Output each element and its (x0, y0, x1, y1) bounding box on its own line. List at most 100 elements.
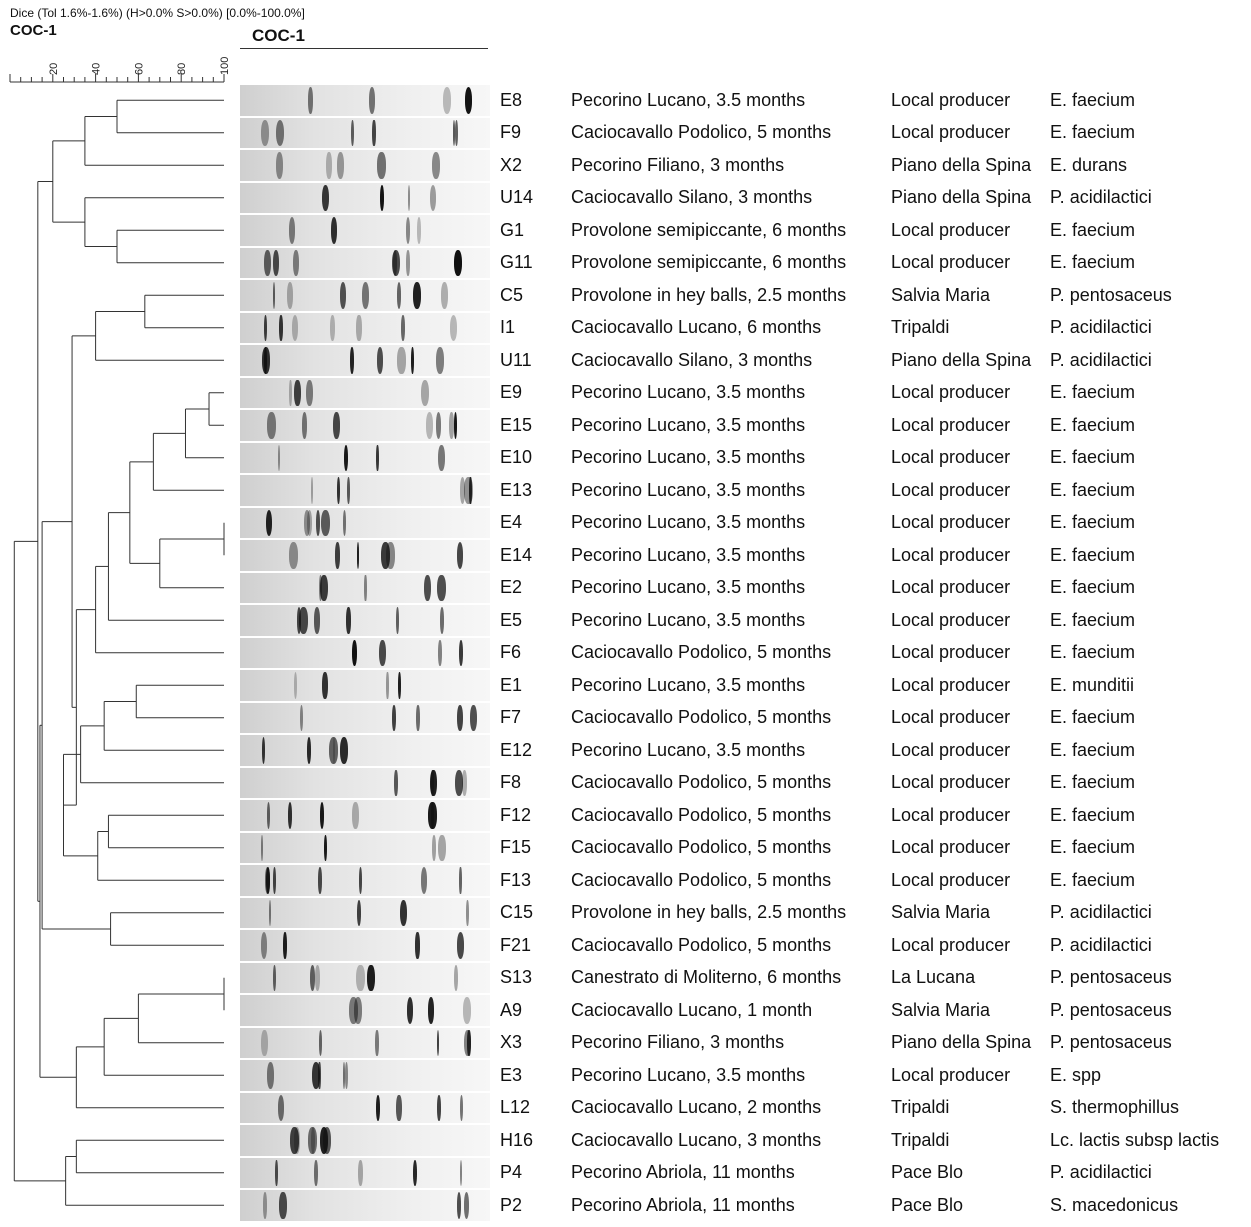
isolate-code: I1 (500, 317, 516, 338)
isolate-code: E15 (500, 414, 533, 435)
cheese-type: Caciocavallo Podolico, 5 months (571, 804, 832, 825)
isolate-row: A9 Caciocavallo Lucano, 1 month Salvia Mar… (500, 994, 1250, 1027)
isolate-row: E14 Pecorino Lucano, 3.5 months Local prod… (500, 539, 1250, 572)
gel-band (466, 899, 470, 926)
gel-band (469, 704, 477, 731)
producer: Pace Blo (891, 1194, 964, 1215)
producer: Piano della Spina (891, 1032, 1032, 1053)
species: E. faecium (1050, 479, 1136, 500)
gel-band (319, 1127, 329, 1154)
isolate-row: F8 Caciocavallo Podolico, 5 months Local p… (500, 767, 1250, 800)
species: E. faecium (1050, 89, 1136, 110)
gel-lane-background (240, 1125, 490, 1156)
cheese-type: Provolone in hey balls, 2.5 months (571, 902, 847, 923)
gel-band (314, 607, 321, 634)
species: E. faecium (1050, 804, 1136, 825)
gel-band (330, 314, 336, 341)
gel-band (438, 639, 442, 666)
gel-band (452, 119, 456, 146)
gel-band (378, 639, 386, 666)
gel-band (305, 379, 313, 406)
gel-band (333, 412, 341, 439)
isolate-row: E9 Pecorino Lucano, 3.5 months Local produ… (500, 377, 1250, 410)
producer: Local producer (891, 609, 1011, 630)
cheese-type: Pecorino Lucano, 3.5 months (571, 544, 806, 565)
isolate-row: P2 Pecorino Abriola, 11 months Pace Blo S. … (500, 1189, 1250, 1222)
gel-band (400, 314, 405, 341)
producer: Tripaldi (891, 317, 950, 338)
gel-band (352, 639, 358, 666)
gel-lane (240, 149, 490, 182)
gel-band (428, 997, 435, 1024)
gel-band (298, 607, 308, 634)
gel-band (412, 282, 421, 309)
isolate-code: E5 (500, 609, 523, 630)
isolate-row: X2 Pecorino Filiano, 3 months Piano della … (500, 149, 1250, 182)
gel-lane-background (240, 1060, 490, 1091)
gel-band (288, 542, 298, 569)
scale-tick-label: 20 (48, 63, 60, 75)
gel-lane (240, 832, 490, 865)
cheese-type: Caciocavallo Lucano, 2 months (571, 1097, 822, 1118)
gel-band (346, 607, 351, 634)
gel-lane-background (240, 150, 490, 181)
gel-lane (240, 1157, 490, 1190)
gel-lane-background (240, 702, 490, 733)
gel-band (454, 119, 459, 146)
gel-band (353, 997, 362, 1024)
gel-lane (240, 442, 490, 475)
gel-band (273, 964, 277, 991)
gel-lane-background (240, 800, 490, 831)
gel-band (377, 152, 386, 179)
scale-tick-label: 40 (91, 63, 103, 75)
gel-lane (240, 929, 490, 962)
gel-band (311, 1062, 320, 1089)
gel-band (346, 477, 350, 504)
isolate-row: E13 Pecorino Lucano, 3.5 months Local prod… (500, 474, 1250, 507)
producer: Piano della Spina (891, 187, 1032, 208)
species: E. faecium (1050, 382, 1136, 403)
gel-band (376, 347, 384, 374)
gel-band (463, 1192, 470, 1219)
gel-band (456, 932, 465, 959)
gel-band (372, 119, 376, 146)
gel-band (368, 87, 375, 114)
producer: Salvia Maria (891, 902, 991, 923)
producer: Local producer (891, 577, 1011, 598)
cheese-type: Provolone semipiccante, 6 months (571, 252, 847, 273)
gel-band (291, 314, 299, 341)
isolate-code: H16 (500, 1129, 534, 1150)
isolate-code: C5 (500, 284, 524, 305)
gel-band (464, 87, 473, 114)
scale-tick-label: 60 (133, 63, 145, 75)
isolate-code: G11 (500, 252, 533, 273)
species: E. faecium (1050, 414, 1136, 435)
gel-band (261, 737, 266, 764)
gel-band (352, 802, 359, 829)
gel-lane (240, 84, 490, 117)
gel-lane (240, 572, 490, 605)
gel-lane-background (240, 637, 490, 668)
gel-band (464, 477, 473, 504)
gel-band (394, 769, 398, 796)
isolate-row: E15 Pecorino Lucano, 3.5 months Local prod… (500, 409, 1250, 442)
gel-lane (240, 669, 490, 702)
isolate-row: E10 Pecorino Lucano, 3.5 months Local prod… (500, 442, 1250, 475)
gel-band (272, 249, 279, 276)
producer: Local producer (891, 642, 1011, 663)
gel-lane (240, 1027, 490, 1060)
cheese-type: Caciocavallo Podolico, 5 months (571, 772, 832, 793)
species: P. pentosaceus (1050, 1032, 1172, 1053)
gel-band (456, 704, 463, 731)
gel-lane (240, 767, 490, 800)
species: E. faecium (1050, 739, 1136, 760)
gel-band (396, 607, 400, 634)
gel-band (287, 802, 293, 829)
isolate-code: E1 (500, 674, 523, 695)
gel-band (405, 249, 410, 276)
gel-band (275, 119, 285, 146)
gel-band (277, 1094, 285, 1121)
producer: Tripaldi (891, 1129, 950, 1150)
gel-band (439, 607, 445, 634)
gel-band (407, 184, 411, 211)
